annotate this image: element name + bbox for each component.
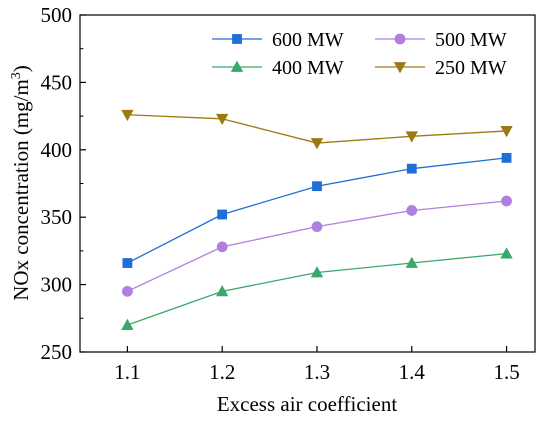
x-tick-label: 1.3 [304, 360, 330, 384]
y-axis-title-superscript: 3 [9, 72, 24, 79]
y-axis-title-end: ) [9, 65, 33, 72]
data-point [405, 131, 418, 143]
data-point [312, 181, 322, 192]
y-tick-label: 350 [41, 205, 73, 229]
data-point [501, 195, 512, 207]
legend-label: 400 MW [272, 57, 344, 79]
legend-marker [393, 62, 407, 74]
legend-entry: 600 MW [212, 29, 344, 51]
legend-label: 600 MW [272, 29, 344, 51]
data-point [122, 258, 133, 268]
series-500-mw [121, 195, 512, 297]
y-tick-label: 400 [41, 138, 73, 162]
data-point [406, 205, 418, 216]
legend: 600 MW 500 MW 400 MW 250 MW [212, 29, 507, 79]
legend-entry: 500 MW [375, 29, 507, 51]
y-tick-label: 250 [41, 340, 73, 364]
series-line [127, 157, 507, 264]
data-point [121, 109, 134, 122]
data-point [310, 266, 324, 278]
data-point [405, 256, 418, 268]
series-400-mw [121, 247, 513, 330]
data-point [121, 318, 134, 330]
legend-entry: 250 MW [375, 57, 507, 79]
x-axis: 1.1 1.2 1.3 1.4 1.5 [114, 346, 520, 384]
x-tick-label: 1.4 [399, 360, 426, 384]
x-tick-label: 1.1 [114, 360, 140, 384]
series-layer [121, 109, 513, 330]
data-point [500, 247, 513, 259]
data-point [501, 152, 512, 163]
series-250-mw [121, 109, 513, 150]
x-tick-label: 1.2 [209, 360, 235, 384]
data-point [311, 221, 323, 233]
series-600-mw [122, 152, 512, 268]
data-point [216, 241, 228, 253]
legend-label: 500 MW [435, 29, 507, 51]
legend-label: 250 MW [435, 57, 507, 79]
x-tick-label: 1.5 [493, 360, 519, 384]
legend-marker [230, 60, 244, 72]
data-point [406, 163, 417, 174]
legend-marker [394, 33, 406, 45]
data-point [310, 138, 324, 150]
series-line [127, 200, 507, 292]
y-tick-label: 300 [41, 273, 73, 297]
legend-marker [232, 34, 242, 44]
data-point [216, 285, 229, 297]
y-tick-label: 450 [41, 70, 73, 94]
y-axis-title: NOx concentration (mg/m3) [9, 65, 33, 301]
y-tick-label: 500 [41, 3, 73, 27]
x-axis-title: Excess air coefficient [217, 392, 398, 416]
legend-entry: 400 MW [212, 57, 344, 79]
y-axis-title-main: NOx concentration (mg/m [9, 79, 33, 301]
y-axis: 250 300 350 400 450 500 [41, 3, 86, 364]
data-point [216, 113, 229, 126]
data-point [121, 285, 133, 297]
data-point [217, 209, 228, 220]
data-point [500, 126, 513, 138]
